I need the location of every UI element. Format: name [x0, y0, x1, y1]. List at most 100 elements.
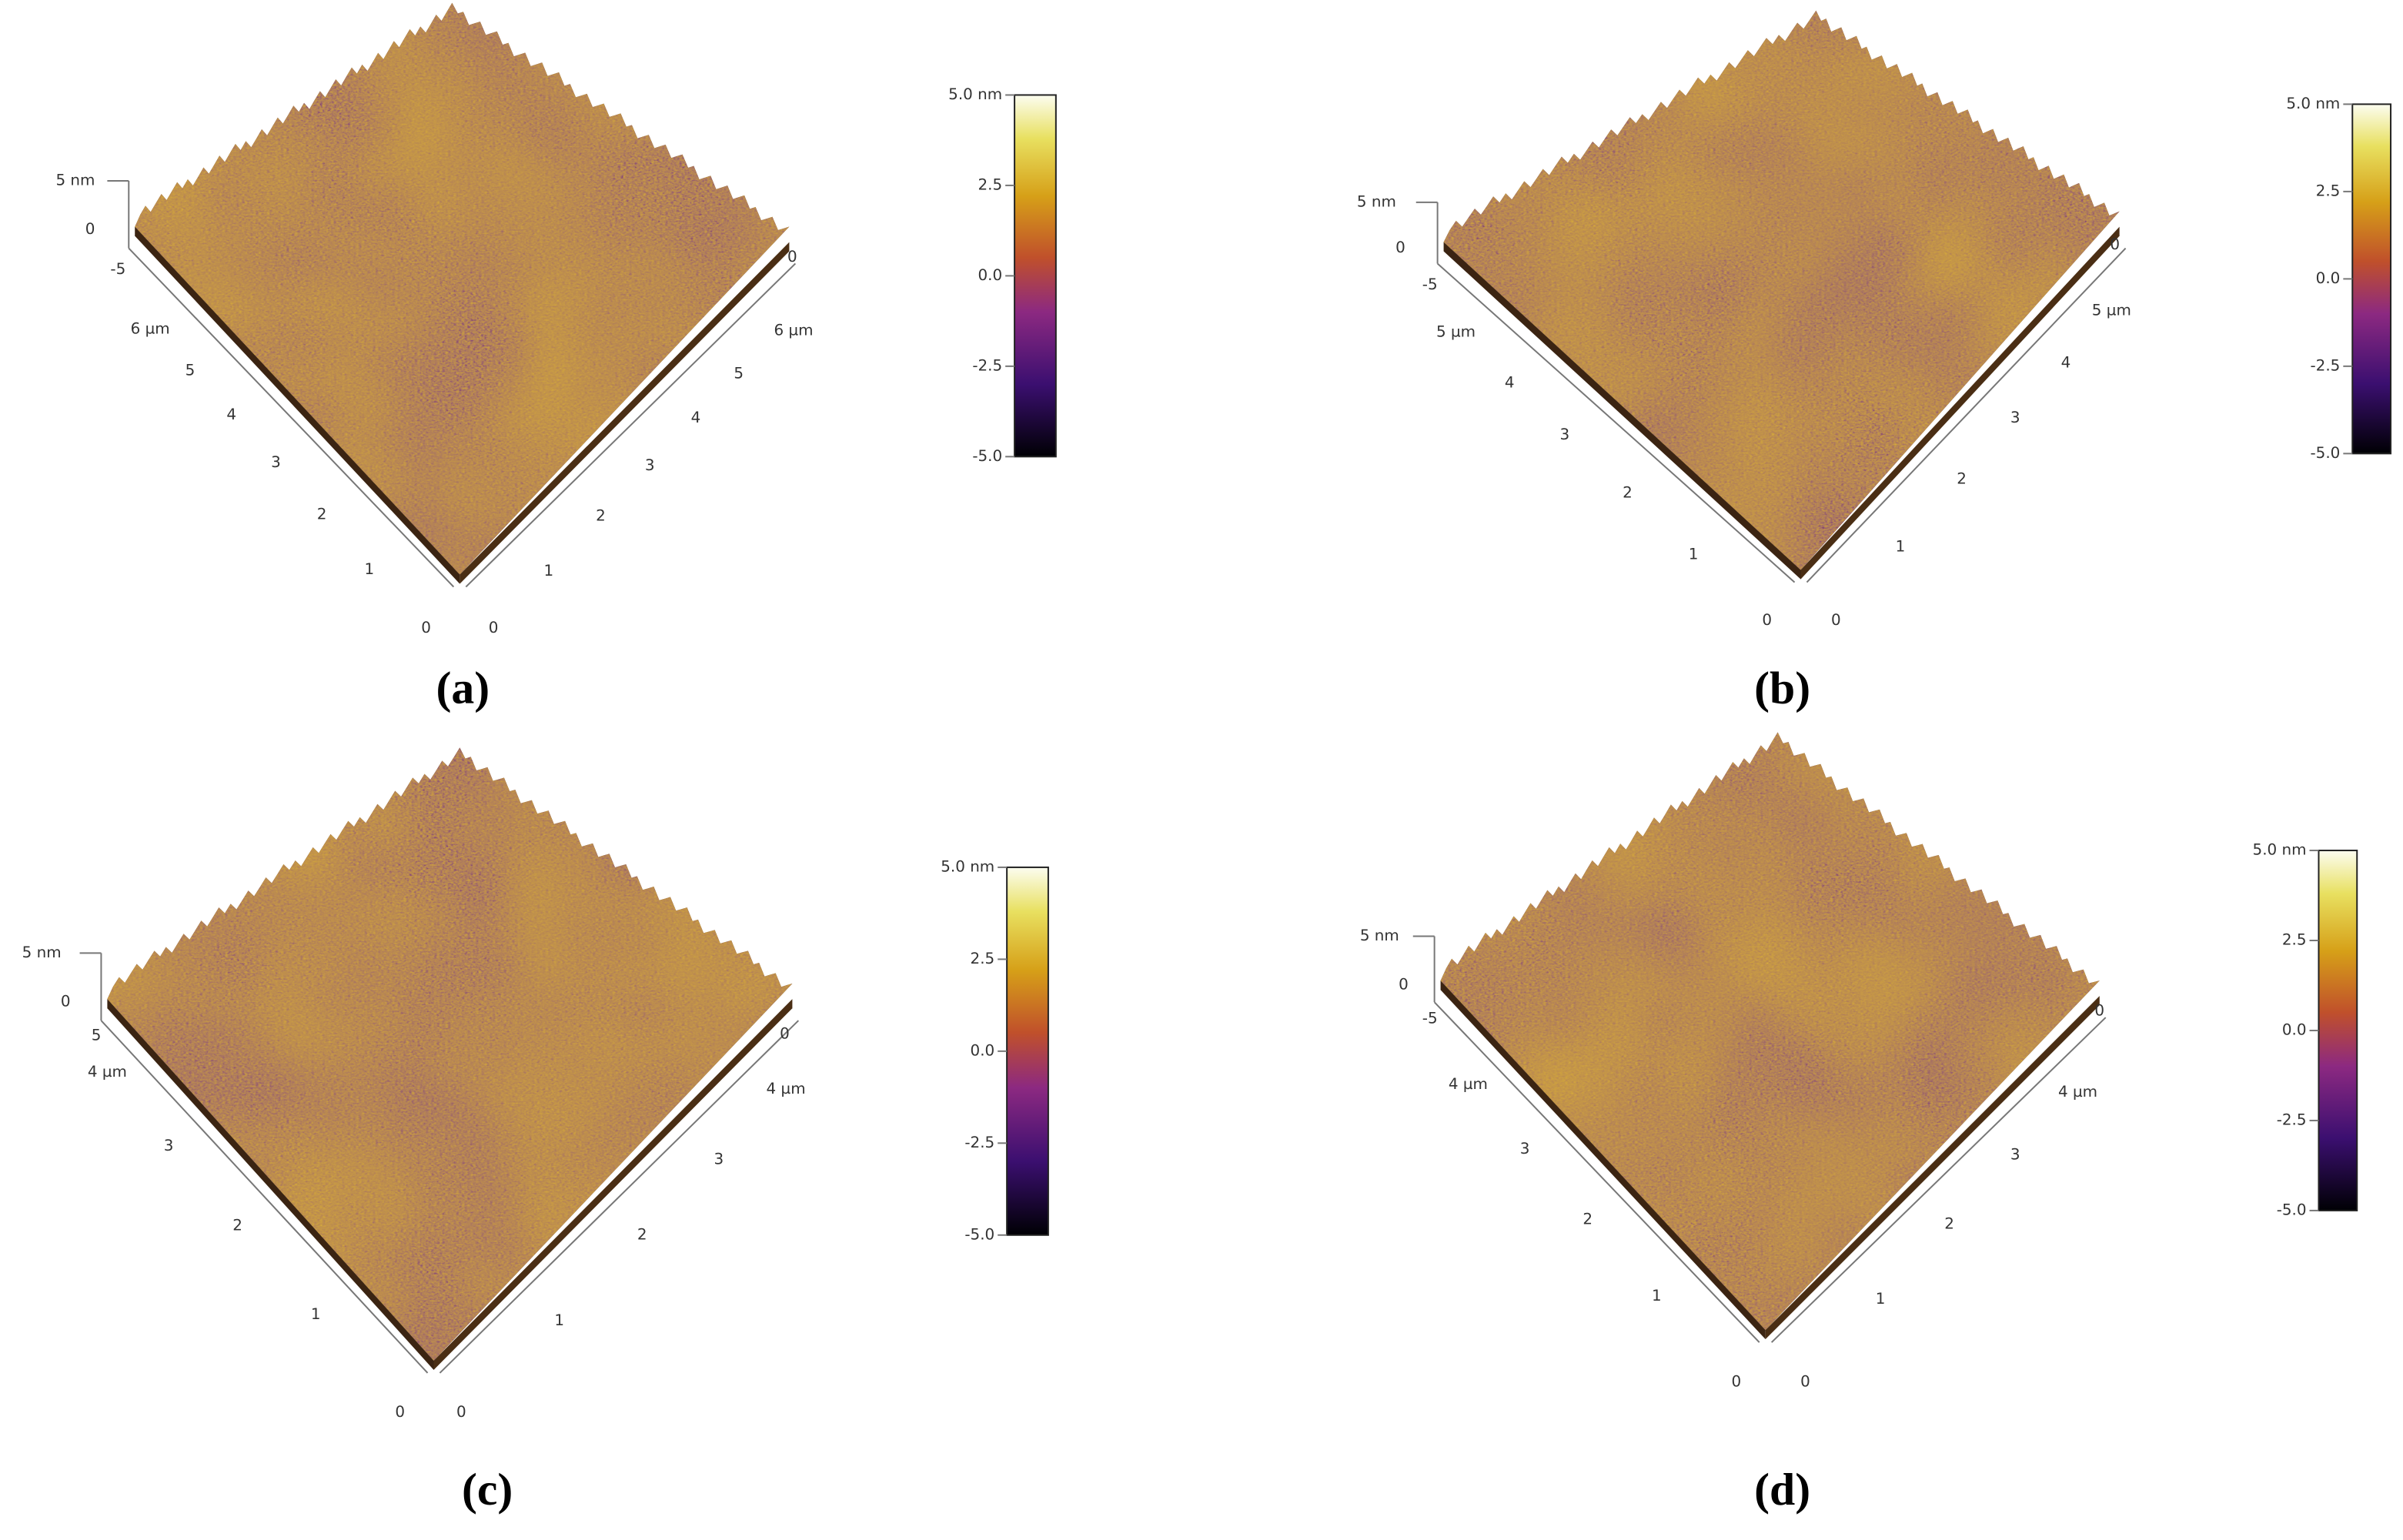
colorbar-tick-label: -5.0: [2277, 1201, 2307, 1218]
axis-line: [1436, 262, 1796, 583]
colorbar: [1014, 94, 1057, 458]
y-tick-label: 4: [691, 409, 701, 426]
x-tick-label: 0: [1732, 1372, 1742, 1390]
afm-panel: 5 nm 0 -5 0 1 2 3 4 5 µm 0 1 2 3 4 5 µm 0 5.0 nm 2.5 0.0 -2…: [1357, 10, 2392, 713]
surface-texture: [1440, 732, 2100, 1331]
z-tick-label: 5 nm: [1357, 192, 1396, 210]
colorbar: [1006, 866, 1049, 1236]
x-tick-label: 4 µm: [88, 1063, 127, 1081]
y-tick-label: 2: [637, 1225, 647, 1243]
z-tick-label: 0: [1395, 239, 1405, 256]
y-tick-label: 3: [2010, 1146, 2020, 1164]
y-tick-label: 4: [2061, 353, 2071, 371]
x-tick-label: 2: [1583, 1210, 1593, 1228]
x-tick-label: 3: [1560, 426, 1570, 443]
y-tick-label: 2: [1944, 1214, 1954, 1232]
y-tick-label: 1: [543, 562, 553, 580]
z-tick-label: 5 nm: [22, 944, 62, 961]
x-tick-label: 1: [1652, 1287, 1662, 1304]
colorbar: [2351, 103, 2392, 455]
corner-label: 0: [780, 1024, 790, 1042]
y-tick-label: 5 µm: [2092, 302, 2131, 319]
colorbar: [2318, 850, 2358, 1211]
axis-line: [100, 1020, 429, 1374]
x-tick-label: 6 µm: [131, 320, 170, 338]
x-tick-label: 0: [421, 619, 431, 636]
x-tick-label: 3: [164, 1137, 174, 1154]
z-tick-label: -5: [1422, 276, 1438, 293]
panel-label: (b): [1754, 663, 1810, 713]
y-tick-label: 3: [2010, 409, 2020, 426]
colorbar-tick-label: -5.0: [2311, 444, 2341, 462]
x-tick-label: 4: [1505, 373, 1515, 391]
afm-panel: 5 nm 0 -5 0 1 2 3 4 µm 0 1 2 3 4 µm 0 5.0 nm 2.5 0.0 -2.5…: [1360, 732, 2358, 1515]
y-tick-label: 1: [554, 1311, 564, 1329]
x-tick-label: 1: [311, 1305, 321, 1323]
x-tick-label: 3: [1520, 1140, 1530, 1158]
panel-label: (a): [436, 663, 490, 713]
x-tick-label: 1: [1689, 545, 1699, 563]
axis-line: [1433, 1001, 1760, 1343]
y-tick-label: 3: [645, 456, 655, 474]
axis-line: [1770, 1017, 2107, 1343]
corner-label: 0: [2094, 1002, 2104, 1020]
x-tick-label: 5: [185, 361, 196, 379]
x-tick-label: 1: [365, 560, 375, 578]
colorbar-tick-label: -2.5: [2311, 356, 2341, 374]
afm-panel: 5 nm 0 5 0 1 2 3 4 µm 0 1 2 3 4 µm 0 5.0 nm 2.5 0.0 -2.5 -…: [22, 747, 1049, 1515]
panel-label: (c): [462, 1464, 513, 1515]
surface-side: [135, 226, 460, 584]
x-tick-label: 5 µm: [1436, 323, 1476, 341]
x-tick-label: 0: [1762, 611, 1772, 629]
colorbar-tick-label: 2.5: [2316, 182, 2341, 199]
colorbar-tick-label: 5.0 nm: [2286, 95, 2340, 112]
y-tick-label: 2: [596, 506, 606, 524]
z-tick-label: 5 nm: [55, 171, 95, 189]
colorbar-tick-label: 5.0 nm: [2253, 841, 2307, 859]
y-tick-label: 2: [1957, 470, 1967, 488]
x-tick-label: 2: [232, 1216, 242, 1234]
colorbar-tick-label: -5.0: [964, 1225, 994, 1243]
y-tick-label: 1: [1876, 1290, 1886, 1308]
y-tick-label: 4 µm: [767, 1080, 806, 1097]
colorbar-tick-label: 2.5: [978, 175, 1002, 193]
axis-line: [128, 247, 455, 588]
x-tick-label: 0: [395, 1403, 405, 1421]
surface-side: [1443, 242, 1801, 580]
z-tick-label: 0: [1399, 976, 1409, 994]
y-tick-label: 0: [1800, 1372, 1810, 1390]
colorbar-tick-label: -2.5: [972, 356, 1002, 374]
panels: 5 nm 0 -5 0 1 2 3 4 5 6 µm 0 1 2 3 4 5 6 µm 0 5.0 nm 2.5 0.0…: [22, 2, 2392, 1515]
x-tick-label: 4 µm: [1449, 1075, 1488, 1093]
surface-side: [1765, 996, 2100, 1340]
colorbar-tick-label: 0.0: [971, 1041, 995, 1059]
colorbar-tick-label: 0.0: [2282, 1021, 2307, 1038]
colorbar-tick-label: -2.5: [2277, 1111, 2307, 1128]
surface-side: [1800, 226, 2120, 580]
x-tick-label: 3: [271, 453, 281, 471]
colorbar-tick-label: 0.0: [2316, 269, 2341, 287]
surface-side: [1440, 980, 1766, 1340]
colorbar-tick-label: 0.0: [978, 266, 1002, 284]
y-tick-label: 3: [714, 1151, 724, 1168]
z-tick-label: 5: [92, 1026, 102, 1044]
corner-label: 0: [787, 248, 797, 266]
axis-line: [1806, 247, 2127, 583]
z-tick-label: -5: [1422, 1010, 1438, 1027]
corner-label: 0: [2110, 236, 2120, 253]
surface-side: [460, 242, 790, 584]
y-tick-label: 5: [734, 364, 744, 382]
colorbar-tick-label: -2.5: [964, 1134, 994, 1151]
axis-line: [465, 262, 797, 588]
colorbar-tick-label: 5.0 nm: [948, 85, 1002, 103]
z-tick-label: -5: [110, 260, 125, 278]
surface-texture: [135, 2, 790, 575]
surface-texture: [1443, 10, 2120, 570]
panel-label: (d): [1754, 1464, 1810, 1515]
z-tick-label: 5 nm: [1360, 927, 1399, 944]
x-tick-label: 2: [1623, 484, 1633, 502]
x-tick-label: 2: [317, 505, 327, 523]
surface-texture: [107, 747, 793, 1361]
